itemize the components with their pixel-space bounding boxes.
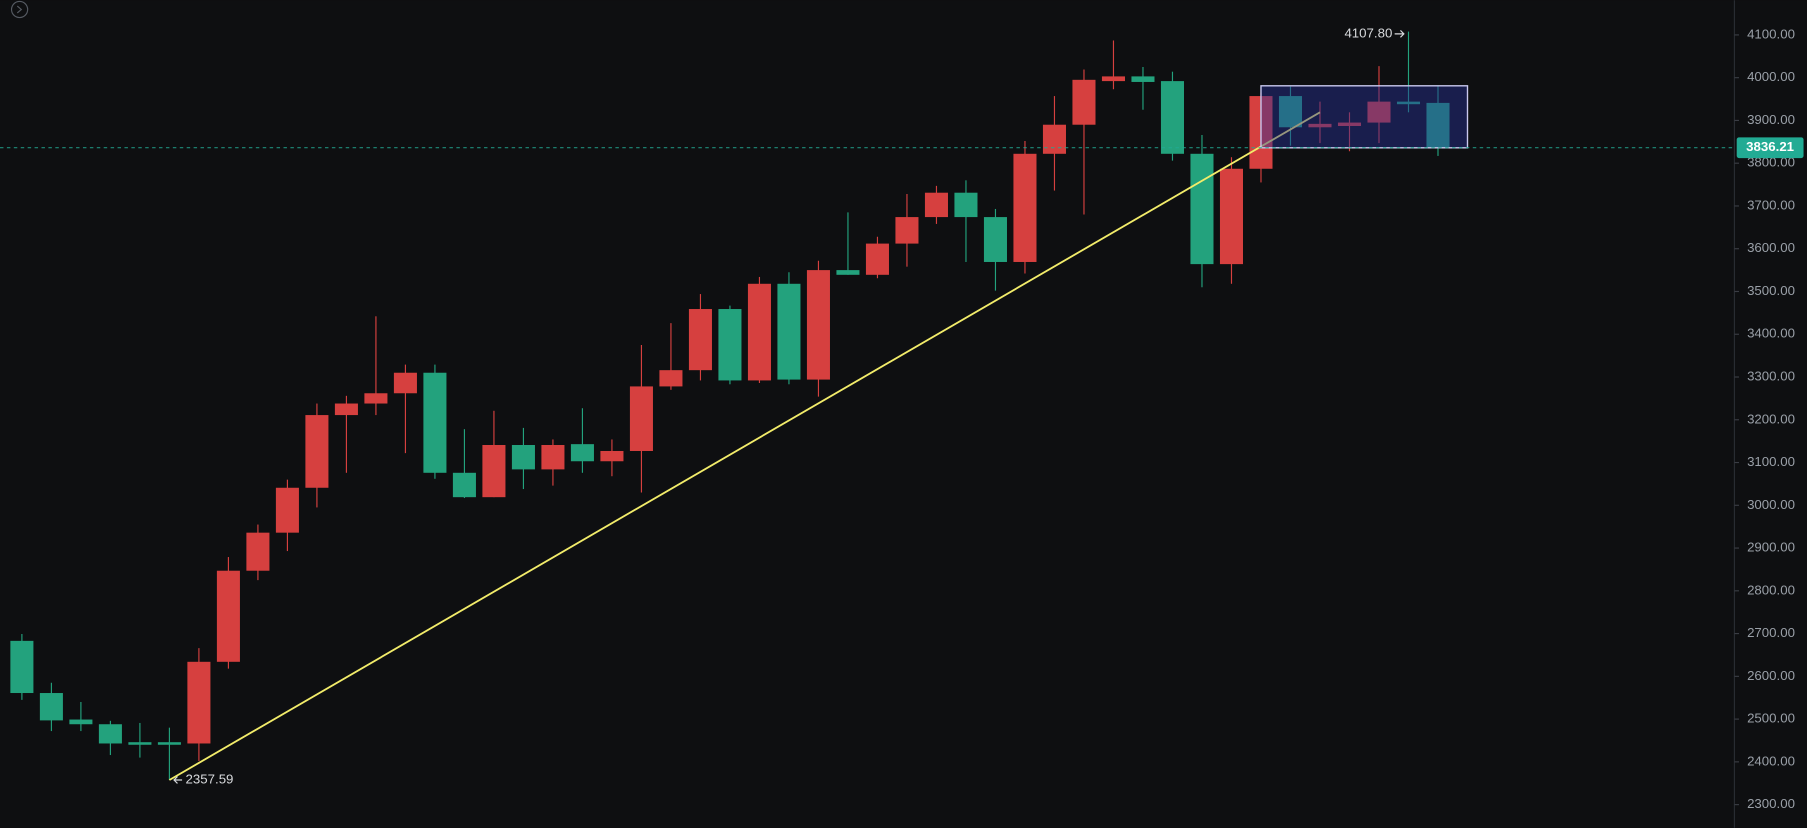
y-tick-label: 2800.00 [1747,582,1795,597]
high-arrow [1394,30,1405,38]
y-tick-label: 4100.00 [1747,26,1795,41]
candle-body [98,724,122,744]
candle-body [275,487,299,533]
candle-body [10,640,34,694]
candle-body [1426,102,1450,148]
range-box [1260,85,1469,149]
candle-body [452,472,476,498]
candle-body [1308,123,1332,128]
y-tick-label: 3900.00 [1747,112,1795,127]
last-price-label: 3836.21 [1746,139,1794,154]
candle-body [39,693,63,721]
y-tick-label: 2300.00 [1747,796,1795,811]
candle-body [1042,124,1066,154]
candle-body [570,444,594,462]
candle-body [1160,81,1184,154]
y-tick-label: 3100.00 [1747,454,1795,469]
trendline [168,111,1321,781]
candle-body [924,192,948,218]
candle-body [364,393,388,404]
y-tick-label: 3200.00 [1747,411,1795,426]
high-label: 4107.80 [1344,25,1392,40]
candle-body [511,445,535,470]
candle-body [1072,79,1096,125]
candle-body [1367,101,1391,123]
candle-body [246,532,270,571]
candle-body [895,217,919,244]
candle-body [482,445,506,498]
low-arrow [173,776,183,784]
y-tick-label: 3400.00 [1747,326,1795,341]
y-tick-label: 3300.00 [1747,369,1795,384]
last-price-tag [1736,137,1804,159]
y-tick-label: 3800.00 [1747,155,1795,170]
candle-body [334,403,358,416]
candle-body [747,283,771,381]
y-tick-label: 3600.00 [1747,240,1795,255]
candle-body [983,217,1007,262]
candle-body [1396,101,1421,105]
candle-body [629,386,653,451]
y-tick-label: 2900.00 [1747,540,1795,555]
candle-body [688,309,712,371]
candle-body [1013,153,1037,262]
candle-body [69,719,93,725]
candle-body [1278,96,1303,128]
expand-icon [16,5,23,14]
candle-body [1131,76,1155,82]
candle-body [128,742,152,745]
candle-body [216,570,240,662]
candle-body [1219,168,1244,265]
y-tick-label: 2500.00 [1747,711,1795,726]
y-tick-label: 2400.00 [1747,753,1795,768]
candle-body [718,309,742,381]
candle-body [157,742,181,745]
candle-body [187,661,211,744]
candle-body [659,370,683,387]
candle-body [954,192,978,218]
expand-button[interactable] [10,0,29,19]
candle-body [541,445,565,470]
candle-body [423,372,447,473]
low-label: 2357.59 [186,772,234,787]
candle-body [865,243,889,275]
candle-body [806,270,830,380]
y-tick-label: 3700.00 [1747,197,1795,212]
y-tick-label: 2600.00 [1747,668,1795,683]
candle-body [600,450,624,462]
candle-body [1337,122,1362,126]
candle-body [1190,153,1214,265]
candle-body [393,372,417,394]
y-tick-label: 3500.00 [1747,283,1795,298]
candle-body [836,270,860,275]
candle-body [1101,76,1125,82]
candle-body [777,283,801,380]
candle-body [305,415,329,488]
y-tick-label: 2700.00 [1747,625,1795,640]
y-tick-label: 3000.00 [1747,497,1795,512]
y-tick-label: 4000.00 [1747,69,1795,84]
